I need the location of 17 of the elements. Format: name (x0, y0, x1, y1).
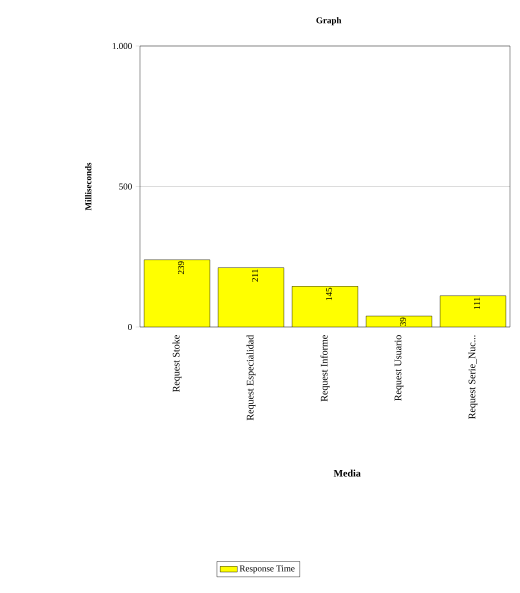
y-axis-title: Milliseconds (85, 162, 92, 210)
x-tick-label: Request Usuario (394, 335, 404, 401)
legend-label: Response Time (240, 565, 295, 574)
data-label: 211 (252, 269, 258, 282)
y-tick-label: 0 (128, 324, 132, 330)
data-label: 39 (400, 318, 406, 326)
chart-title: Graph (316, 17, 342, 26)
x-tick-label: Request Especialidad (246, 334, 256, 420)
y-tick-label: 1.000 (112, 42, 132, 50)
data-label: 239 (178, 261, 184, 274)
x-tick-label: Request Stoke (172, 335, 182, 392)
x-tick-label: Request Informe (320, 335, 330, 402)
y-tick-label: 500 (119, 183, 132, 190)
data-label: 145 (326, 288, 332, 300)
x-axis-title: Media (334, 470, 361, 477)
x-tick-label: Request Serie_Nuc... (468, 335, 478, 419)
data-label: 111 (474, 298, 480, 310)
